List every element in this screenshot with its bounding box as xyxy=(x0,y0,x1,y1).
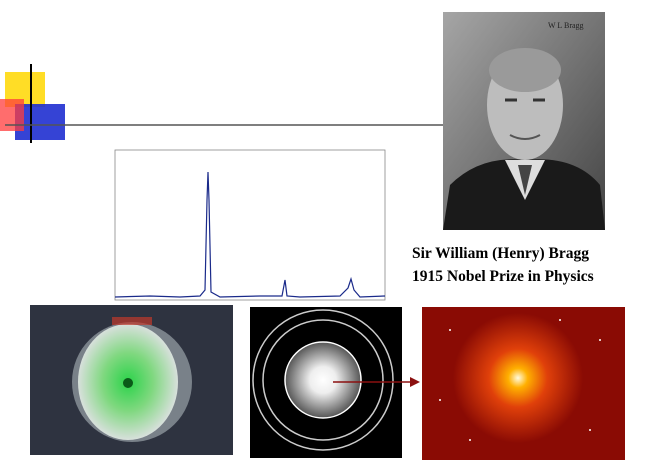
diffraction-rings xyxy=(250,307,402,458)
svg-text:W L Bragg: W L Bragg xyxy=(548,21,584,30)
arrow xyxy=(333,377,420,387)
caption-prize: 1915 Nobel Prize in Physics xyxy=(412,268,594,285)
spectrum-plot xyxy=(95,140,390,305)
tube-photo xyxy=(30,305,233,455)
portrait-photo: W L Bragg xyxy=(443,12,605,230)
decoration xyxy=(0,64,445,143)
laue-pattern xyxy=(422,307,625,460)
caption-name: Sir William (Henry) Bragg xyxy=(412,245,589,262)
